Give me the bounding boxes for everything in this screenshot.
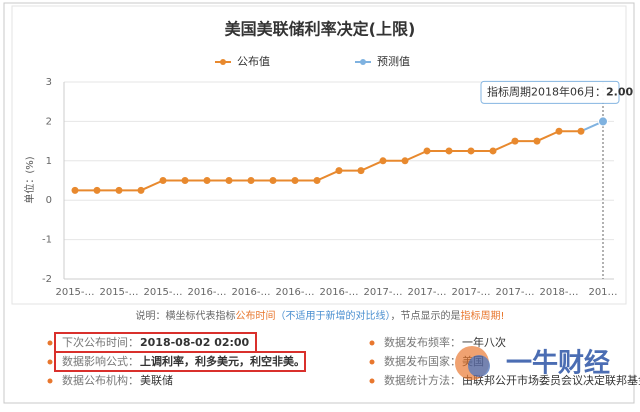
legend-label: 公布值 bbox=[237, 55, 270, 68]
legend-swatch bbox=[360, 59, 366, 65]
x-tick-label: 2015-… bbox=[99, 287, 138, 298]
data-point bbox=[555, 127, 563, 135]
bullet bbox=[369, 378, 375, 384]
data-point bbox=[269, 177, 277, 184]
y-axis-label: 单位：(%) bbox=[23, 156, 36, 203]
x-tick-label: 2017-… bbox=[495, 287, 534, 298]
y-tick-label: 3 bbox=[46, 77, 52, 88]
info-value: 上调利率，利多美元，利空非美。 bbox=[140, 354, 305, 368]
data-point bbox=[93, 186, 101, 194]
info-value: 2018-08-02 02:00 bbox=[140, 336, 250, 349]
info-value: 美联储 bbox=[140, 373, 173, 387]
data-point bbox=[357, 167, 365, 175]
info-label: 数据发布国家： bbox=[384, 354, 461, 368]
info-label: 数据影响公式： bbox=[62, 354, 139, 368]
footnote: 说明：横坐标代表指标公布时间（不适用于新增的对比线），节点显示的是指标周期! bbox=[135, 309, 504, 322]
bullet bbox=[369, 359, 375, 365]
y-tick-label: -2 bbox=[42, 274, 52, 285]
info-label: 数据发布频率： bbox=[384, 335, 461, 349]
chart-panel bbox=[11, 5, 627, 305]
bullet bbox=[47, 359, 53, 365]
footnote-part: 指标周期! bbox=[460, 309, 504, 322]
data-point bbox=[577, 127, 585, 135]
bullet bbox=[47, 340, 53, 346]
x-tick-label: 2016-… bbox=[231, 287, 270, 298]
data-point bbox=[203, 177, 211, 184]
data-point bbox=[159, 177, 167, 184]
info-value: 一年八次 bbox=[462, 335, 506, 349]
tooltip-value: 2.00 bbox=[606, 85, 633, 98]
info-label: 数据统计方法： bbox=[384, 373, 461, 387]
x-tick-label: 2016-… bbox=[187, 287, 226, 298]
x-tick-label: 2017-… bbox=[451, 287, 490, 298]
chart-title: 美国美联储利率决定(上限) bbox=[225, 20, 416, 39]
data-point bbox=[467, 147, 475, 155]
data-point bbox=[335, 167, 343, 175]
watermark-logo bbox=[468, 355, 490, 377]
x-tick-label: 2015-… bbox=[55, 287, 94, 298]
data-point bbox=[115, 186, 123, 194]
y-tick-label: -1 bbox=[42, 235, 52, 246]
data-point bbox=[313, 177, 321, 184]
tooltip-label: 指标周期2018年06月： bbox=[487, 84, 606, 98]
data-point bbox=[598, 116, 608, 127]
tooltip-text: 指标周期2018年06月：2.00 bbox=[487, 84, 633, 98]
data-point bbox=[445, 147, 453, 155]
data-point bbox=[489, 147, 497, 155]
bullet bbox=[47, 378, 53, 384]
legend-label: 预测值 bbox=[377, 55, 410, 68]
footnote-part: （不适用于新增的对比线） bbox=[275, 309, 390, 322]
info-value: 由联邦公开市场委员会议决定联邦基金利率 bbox=[462, 373, 640, 387]
x-tick-label: 2015-… bbox=[143, 287, 182, 298]
data-point bbox=[401, 157, 409, 165]
info-label: 下次公布时间： bbox=[62, 335, 139, 349]
data-point bbox=[533, 137, 541, 145]
y-tick-label: 1 bbox=[46, 156, 52, 167]
x-tick-label: 201… bbox=[588, 287, 617, 298]
data-point bbox=[247, 177, 255, 184]
data-point bbox=[225, 177, 233, 184]
data-point bbox=[511, 137, 519, 145]
data-point bbox=[137, 186, 145, 194]
footnote-part: 说明：横坐标代表指标 bbox=[135, 309, 235, 322]
data-point bbox=[291, 177, 299, 184]
highlight-box bbox=[54, 351, 306, 372]
data-point bbox=[423, 147, 431, 155]
y-tick-label: 0 bbox=[46, 195, 52, 206]
legend-swatch bbox=[220, 59, 226, 65]
watermark-text: 一牛财经 bbox=[506, 348, 610, 379]
info-label: 数据公布机构： bbox=[62, 373, 139, 387]
footnote-part: 公布时间 bbox=[235, 309, 275, 322]
x-tick-label: 2018-… bbox=[539, 287, 578, 298]
y-tick-label: 2 bbox=[46, 116, 52, 127]
data-line bbox=[75, 130, 581, 192]
bullet bbox=[369, 340, 375, 346]
x-tick-label: 2016-… bbox=[275, 287, 314, 298]
footnote-part: ，节点显示的是 bbox=[390, 309, 460, 322]
watermark: 一牛财经 bbox=[455, 346, 610, 380]
x-tick-label: 2016-… bbox=[319, 287, 358, 298]
tooltip-box bbox=[480, 80, 620, 104]
data-point bbox=[71, 186, 79, 194]
x-tick-label: 2017-… bbox=[407, 287, 446, 298]
x-tick-label: 2017-… bbox=[363, 287, 402, 298]
data-point bbox=[379, 157, 387, 165]
data-point bbox=[181, 177, 189, 184]
